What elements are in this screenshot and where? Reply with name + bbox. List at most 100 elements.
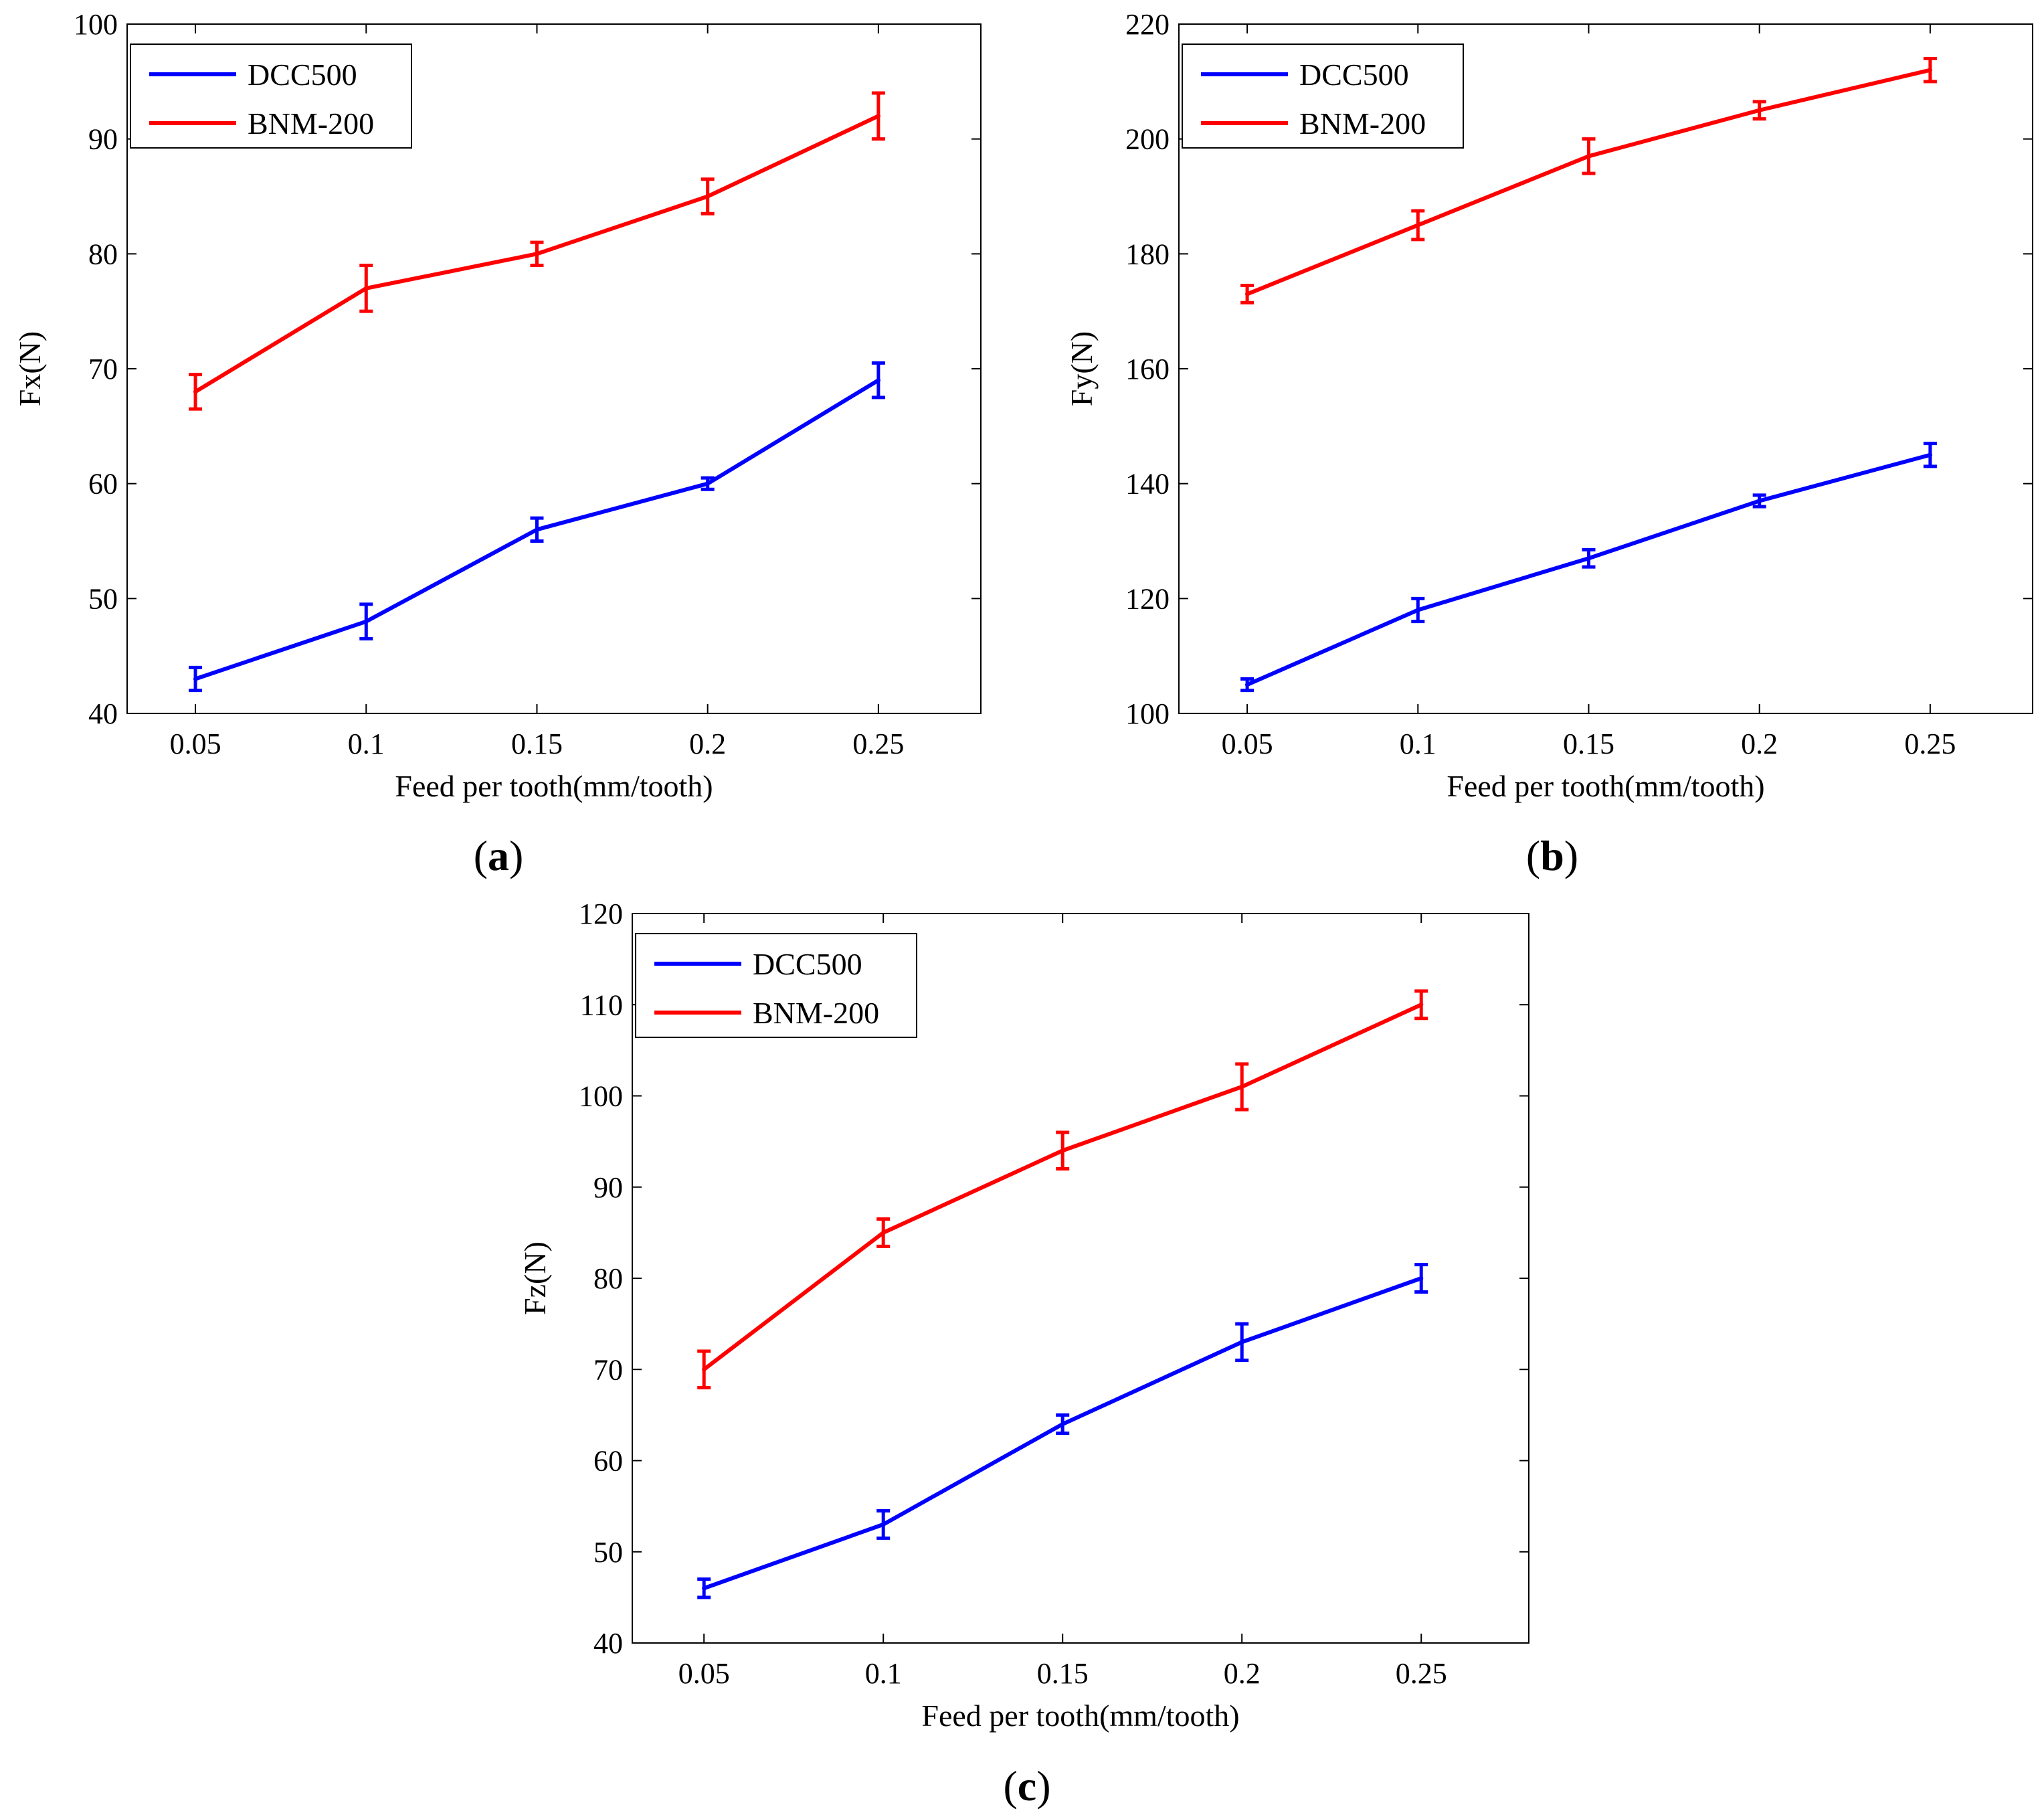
panel-caption-close: ) — [1036, 1762, 1050, 1810]
error-bar-bnm-200-c — [697, 1349, 711, 1389]
data-point-dcc500-c — [1240, 1340, 1244, 1345]
data-point-bnm-200-c — [1240, 1084, 1244, 1089]
error-bar-dcc500-a — [530, 516, 544, 543]
legend-b: DCC500 BNM-200 — [1182, 44, 1464, 149]
error-bar-dcc500-b — [1582, 547, 1596, 569]
y-tick-label-c: 50 — [593, 1536, 623, 1569]
error-bar-dcc500-b — [1923, 442, 1937, 468]
x-tick-label-b: 0.25 — [1904, 727, 1956, 760]
x-axis-label-a: Feed per tooth(mm/tooth) — [395, 769, 713, 803]
y-tick-label-b: 180 — [1125, 238, 1170, 270]
series-line-dcc500-b — [1245, 452, 1932, 687]
error-bar-dcc500-c — [1056, 1413, 1070, 1436]
y-tick-label-c: 110 — [580, 988, 623, 1021]
chart-panel-c: 40 50 60 70 80 90 100 110 120 0.05 0.1 0.15 0.2 0.25 F… — [518, 897, 1529, 1810]
data-point-bnm-200-a — [364, 286, 369, 290]
legend-box-b — [1182, 44, 1464, 149]
data-point-bnm-200-b — [1416, 223, 1420, 228]
panel-caption-letter: a — [488, 832, 509, 879]
legend-label-dcc500-b: DCC500 — [1299, 58, 1409, 92]
y-tick-label-c: 70 — [593, 1353, 623, 1386]
data-point-bnm-200-c — [1419, 1003, 1424, 1007]
y-tick-label-a: 100 — [74, 8, 118, 41]
panel-caption-b: (b) — [1526, 832, 1578, 879]
data-point-dcc500-c — [702, 1586, 707, 1591]
data-point-dcc500-b — [1757, 499, 1762, 503]
error-bar-bnm-200-c — [1056, 1130, 1070, 1171]
y-tick-label-c: 120 — [579, 897, 623, 930]
data-point-bnm-200-b — [1757, 108, 1762, 112]
x-tick-label-a: 0.15 — [511, 727, 563, 760]
x-tick-label-a: 0.1 — [348, 727, 385, 760]
y-tick-label-a: 90 — [88, 123, 118, 156]
legend-label-bnm-200-c: BNM-200 — [753, 996, 879, 1030]
legend-box-a — [130, 44, 412, 149]
data-point-dcc500-a — [364, 619, 369, 624]
data-point-bnm-200-a — [535, 252, 539, 256]
legend-c: DCC500 BNM-200 — [635, 933, 917, 1038]
error-bar-bnm-200-c — [876, 1217, 891, 1248]
error-bar-bnm-200-a — [871, 91, 885, 141]
x-axis-label-b: Feed per tooth(mm/tooth) — [1447, 769, 1764, 803]
error-bar-dcc500-b — [1411, 596, 1425, 624]
error-bar-bnm-200-a — [530, 240, 544, 267]
error-bar-dcc500-c — [1235, 1322, 1249, 1363]
error-bar-bnm-200-b — [1240, 284, 1255, 305]
y-tick-label-a: 60 — [88, 468, 118, 501]
error-bar-bnm-200-a — [701, 177, 715, 215]
x-tick-label-b: 0.05 — [1222, 727, 1273, 760]
panel-caption-letter: b — [1540, 832, 1564, 879]
chart-panel-a: 40 50 60 70 80 90 100 0.05 0.1 0.15 0.2 0.25 Feed pe… — [13, 8, 982, 879]
error-bar-dcc500-c — [1414, 1263, 1428, 1294]
error-bar-bnm-200-b — [1582, 137, 1596, 175]
data-point-dcc500-a — [876, 378, 880, 383]
error-bar-dcc500-c — [876, 1508, 891, 1540]
y-axis-label-c: Fz(N) — [518, 1241, 552, 1315]
data-point-bnm-200-c — [702, 1367, 707, 1372]
data-point-bnm-200-a — [193, 389, 198, 394]
y-tick-label-c: 60 — [593, 1445, 623, 1478]
data-point-dcc500-b — [1245, 683, 1250, 687]
y-tick-label-c: 90 — [593, 1171, 623, 1204]
y-tick-label-a: 70 — [88, 353, 118, 385]
y-axis-label-b: Fy(N) — [1064, 331, 1099, 406]
error-bar-bnm-200-b — [1923, 57, 1937, 84]
error-bar-dcc500-a — [871, 361, 885, 400]
data-point-dcc500-a — [193, 677, 198, 681]
panel-caption-close: ) — [1564, 832, 1578, 879]
data-point-dcc500-b — [1928, 452, 1932, 457]
panel-caption-close: ) — [509, 832, 523, 879]
panel-caption-open: ( — [1526, 832, 1540, 879]
panel-caption-open: ( — [1003, 1762, 1017, 1810]
error-bar-bnm-200-b — [1411, 209, 1425, 242]
data-point-bnm-200-a — [876, 114, 880, 118]
y-tick-label-a: 80 — [88, 238, 118, 270]
error-bar-dcc500-b — [1240, 677, 1255, 693]
legend-label-dcc500-a: DCC500 — [248, 58, 357, 92]
x-tick-label-b: 0.2 — [1741, 727, 1778, 760]
data-point-dcc500-c — [881, 1522, 886, 1527]
data-point-bnm-200-b — [1245, 292, 1250, 296]
legend-a: DCC500 BNM-200 — [130, 44, 412, 149]
y-tick-label-c: 100 — [579, 1080, 623, 1113]
y-tick-label-b: 120 — [1125, 582, 1170, 615]
legend-box-c — [635, 933, 917, 1038]
y-tick-label-b: 140 — [1125, 468, 1170, 501]
data-point-dcc500-c — [1060, 1422, 1065, 1426]
error-bar-bnm-200-a — [359, 264, 373, 313]
error-bar-dcc500-b — [1752, 493, 1766, 509]
x-tick-label-a: 0.2 — [689, 727, 726, 760]
x-tick-label-c: 0.25 — [1396, 1657, 1447, 1690]
panel-caption-letter: c — [1018, 1762, 1036, 1810]
data-point-dcc500-a — [535, 527, 539, 532]
y-tick-label-b: 160 — [1125, 353, 1170, 385]
y-tick-label-c: 40 — [593, 1627, 623, 1660]
data-point-dcc500-a — [705, 481, 710, 486]
x-tick-label-c: 0.15 — [1037, 1657, 1089, 1690]
legend-label-bnm-200-a: BNM-200 — [248, 106, 374, 141]
error-bar-bnm-200-b — [1752, 100, 1766, 121]
y-axis-label-a: Fx(N) — [13, 331, 47, 406]
data-point-dcc500-b — [1586, 556, 1591, 561]
legend-label-dcc500-c: DCC500 — [753, 947, 862, 981]
